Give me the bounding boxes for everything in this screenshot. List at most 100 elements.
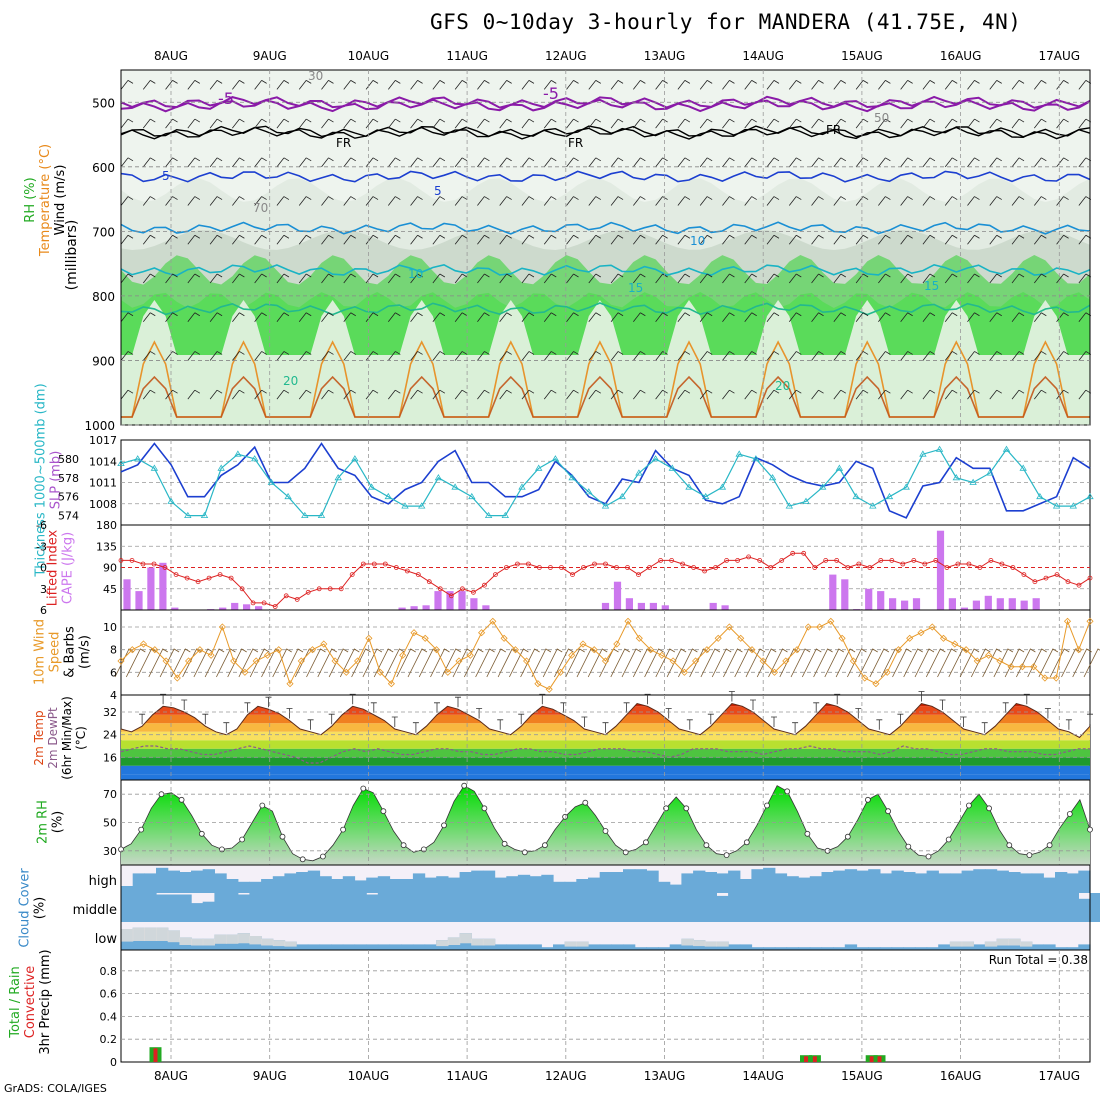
wind-barb	[1033, 196, 1047, 206]
cloud-high-bar	[763, 867, 776, 893]
temp-whisker	[391, 716, 398, 727]
wind-speed-marker	[263, 651, 272, 659]
cloud-middle-bar	[821, 893, 834, 922]
wind-barb-10m	[847, 648, 867, 678]
temp-whisker	[665, 708, 672, 719]
cloud-middle-bar	[529, 893, 542, 922]
cloud-middle-bar	[996, 893, 1009, 922]
wind-speed-marker	[331, 657, 339, 665]
cloud-middle-bar	[202, 901, 215, 922]
wind-barb	[766, 312, 780, 322]
wind-barb	[209, 80, 223, 90]
wind-barb	[142, 196, 156, 206]
lifted-index-marker	[294, 597, 300, 602]
wind-barb-10m	[576, 648, 597, 678]
wind-speed-marker	[342, 668, 350, 676]
wind-barb	[298, 80, 312, 90]
wind-barb-10m	[238, 648, 259, 678]
thickness-marker	[217, 464, 225, 471]
wind-speed-marker	[647, 646, 655, 654]
lifted-index-marker	[448, 593, 454, 599]
lifted-index-marker	[526, 561, 531, 567]
panel-side-label: 2m RH (%)	[36, 800, 66, 844]
lifted-index-marker	[636, 572, 641, 577]
cloud-middle-bar	[354, 893, 367, 922]
cloud-level-label: low	[95, 932, 118, 947]
cloud-low-bar	[821, 947, 834, 950]
cloud-low-bar	[868, 947, 881, 950]
wind-speed-marker	[872, 680, 880, 688]
wind-barb-10m	[835, 648, 856, 678]
wind-barb	[655, 196, 668, 206]
temp-whisker	[644, 693, 651, 705]
contour-label: 10	[690, 234, 705, 248]
cloud-low-bar	[529, 944, 542, 950]
cloud-high-bar	[261, 879, 274, 893]
temp-whisker	[328, 713, 335, 725]
isotherm-line	[120, 170, 1091, 183]
cloud-middle-bar	[564, 893, 577, 922]
wind-barb-10m	[948, 648, 969, 678]
thickness-marker	[551, 455, 560, 462]
thickness-marker	[150, 464, 159, 471]
lifted-index-marker	[305, 589, 311, 595]
wind-barb	[900, 312, 913, 322]
wind-barb	[187, 312, 201, 322]
temp-whisker	[370, 702, 377, 713]
wind-barb	[922, 389, 936, 400]
wind-barb	[343, 196, 356, 206]
cloud-middle-bar	[179, 894, 192, 923]
cloud-high-bar	[424, 877, 437, 893]
wind-barb	[209, 389, 223, 400]
rh-area	[121, 785, 1090, 865]
wind-barb	[165, 234, 178, 245]
wind-barb	[1056, 157, 1069, 168]
temp-whisker	[412, 722, 419, 733]
lifted-index-marker	[944, 565, 950, 570]
date-label-bottom: 15AUG	[841, 1069, 883, 1083]
wind-barb	[477, 389, 490, 400]
wind-speed-marker	[1041, 674, 1049, 682]
wind-barb	[855, 234, 869, 245]
wind-barb-10m	[227, 648, 247, 678]
wind-barb	[276, 351, 290, 361]
lifted-index-marker	[272, 604, 278, 609]
rh-tick-label: 50	[103, 817, 117, 830]
wind-barb	[499, 351, 512, 361]
wind-barb	[944, 80, 958, 90]
wind-barb	[677, 273, 691, 284]
wind-barb	[633, 196, 646, 206]
cloud-low-bar	[751, 947, 764, 950]
cloud-middle-bar	[809, 893, 823, 922]
cloud-middle-bar	[506, 893, 519, 922]
rh-marker	[844, 833, 851, 840]
wind-barb	[298, 351, 312, 361]
cloud-low-bar	[599, 944, 612, 950]
lifted-index-marker	[691, 565, 696, 570]
wind-barb-10m	[734, 648, 754, 678]
thickness-marker	[568, 474, 576, 481]
wind-barb	[521, 389, 535, 400]
lifted-index-marker	[757, 558, 763, 563]
rh-marker	[1087, 826, 1093, 833]
slp-tick-label: 1017	[89, 434, 117, 447]
wind-barb	[209, 196, 223, 206]
cloud-middle-bar	[284, 893, 297, 922]
cloud-high-bar	[996, 870, 1009, 893]
wind-barb	[922, 234, 936, 245]
pressure-tick-label: 500	[92, 96, 115, 110]
wind-barb	[766, 234, 780, 245]
wind-speed-marker	[1030, 663, 1038, 671]
wind-barb	[410, 234, 423, 245]
wind-barb	[142, 80, 156, 90]
wind-barb	[142, 273, 156, 284]
cloud-low-fill	[156, 927, 169, 941]
temp-whisker	[265, 696, 272, 708]
wind-speed-marker	[861, 674, 869, 682]
wind-barb	[165, 312, 178, 322]
wind-speed-line	[120, 619, 1091, 690]
rh-marker	[966, 802, 972, 809]
lifted-index-marker	[1076, 582, 1082, 588]
cloud-low-bar	[844, 944, 858, 950]
thickness-marker	[701, 492, 710, 500]
